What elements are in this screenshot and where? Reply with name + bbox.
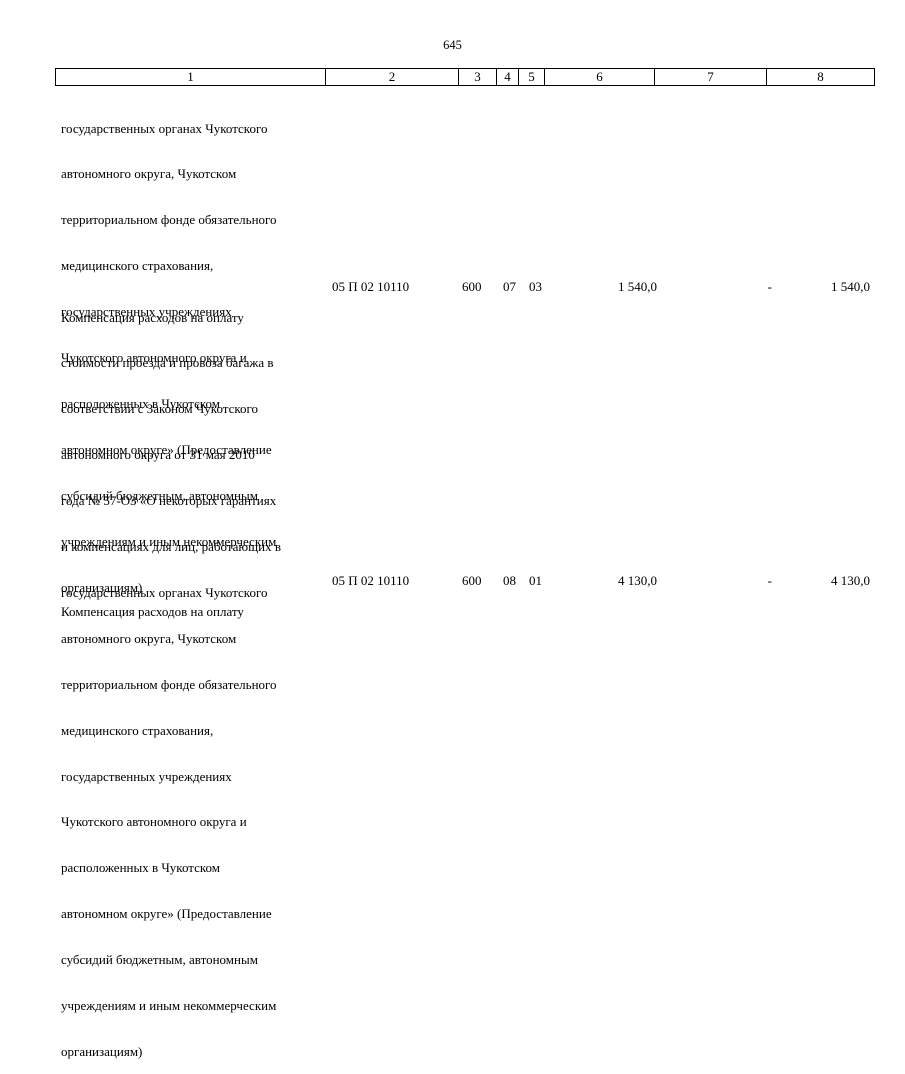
header-col-3: 3 xyxy=(459,69,497,85)
row-1-pr: 03 xyxy=(529,279,542,294)
text-line: медицинского страхования, xyxy=(61,722,214,738)
header-col-7: 7 xyxy=(655,69,767,85)
text-line: субсидий бюджетным, автономным xyxy=(61,952,258,968)
header-col-8: 8 xyxy=(817,69,824,84)
page-number: 645 xyxy=(443,38,462,52)
header-col-1: 1 xyxy=(56,69,326,85)
row-1-code: 05 П 02 10110 xyxy=(332,279,410,294)
text-line: автономного округа от 31 мая 2010 xyxy=(61,447,255,463)
text-line: стоимости проезда и провоза багажа в xyxy=(61,355,274,371)
header-col-6: 6 xyxy=(545,69,655,85)
text-line: медицинского страхования, xyxy=(61,258,214,274)
text-line: учреждениям и иным некоммерческим xyxy=(61,533,277,549)
row-1-col8: 1 540,0 xyxy=(831,279,870,294)
text-line: Компенсация расходов на оплату xyxy=(61,603,244,619)
row-2-col8: 4 130,0 xyxy=(831,573,870,588)
text-line: расположенных в Чукотском xyxy=(61,395,221,411)
row-2-code: 05 П 02 10110 xyxy=(332,573,410,588)
text-line: учреждениям и иным некоммерческим xyxy=(61,997,277,1013)
text-line: территориальном фонде обязательного xyxy=(61,676,277,692)
text-line: Чукотского автономного округа и xyxy=(61,350,247,366)
row-1-col7: - xyxy=(767,279,772,294)
header-col-4: 4 xyxy=(497,69,519,85)
text-line: Компенсация расходов на оплату xyxy=(61,309,244,325)
text-line: субсидий бюджетным, автономным xyxy=(61,487,258,503)
row-1-vr: 600 xyxy=(462,279,482,294)
row-2-col6: 4 130,0 xyxy=(618,573,657,588)
table-header-row: 1 2 3 4 5 6 7 8 xyxy=(55,68,875,86)
row-2-rz: 08 xyxy=(503,573,516,588)
row-1-rz: 07 xyxy=(503,279,516,294)
row-2-pr: 01 xyxy=(529,573,542,588)
text-line: Чукотского автономного округа и xyxy=(61,814,247,830)
text-line: территориальном фонде обязательного xyxy=(61,212,277,228)
text-line: организациям) xyxy=(61,579,143,595)
text-line: организациям) xyxy=(61,1043,143,1059)
text-line: автономного округа, Чукотском xyxy=(61,166,237,182)
text-line: государственных учреждениях xyxy=(61,768,232,784)
header-col-5: 5 xyxy=(519,69,545,85)
row-2-vr: 600 xyxy=(462,573,482,588)
text-line: автономном округе» (Предоставление xyxy=(61,906,272,922)
text-line: и компенсациях для лиц, работающих в xyxy=(61,539,281,555)
text-line: расположенных в Чукотском xyxy=(61,860,221,876)
text-line: государственных органах Чукотского xyxy=(61,584,268,600)
text-line: государственных учреждениях xyxy=(61,304,232,320)
text-line: государственных органах Чукотского xyxy=(61,120,268,136)
continuation-text: государственных органах Чукотского автон… xyxy=(61,90,277,610)
row-2-col7: - xyxy=(767,573,772,588)
table-row-1-name: Компенсация расходов на оплату стоимости… xyxy=(61,279,281,1074)
table-row-2-name: Компенсация расходов на оплату xyxy=(61,573,244,634)
text-line: автономном округе» (Предоставление xyxy=(61,441,272,457)
row-1-col6: 1 540,0 xyxy=(618,279,657,294)
text-line: соответствии с Законом Чукотского xyxy=(61,401,259,417)
header-col-2: 2 xyxy=(326,69,459,85)
text-line: года № 57-ОЗ «О некоторых гарантиях xyxy=(61,493,277,509)
